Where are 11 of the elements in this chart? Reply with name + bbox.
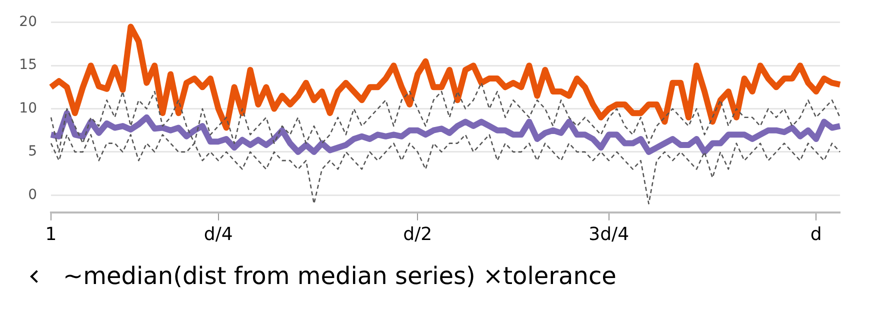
text: ~median(dist from median series) ×tolerance (63, 262, 616, 290)
y-tick-label: 20 (19, 14, 37, 30)
y-tick-label: 15 (19, 57, 37, 74)
y-tick-label: 10 (19, 100, 37, 116)
x-tick-label: 1 (45, 224, 57, 245)
y-tick-label: 0 (28, 186, 37, 203)
y-tick-label: 5 (28, 144, 37, 160)
x-tick-label: d (810, 224, 822, 245)
x-tick-label: d/2 (403, 224, 432, 245)
x-tick-label: d/4 (204, 224, 233, 245)
x-tick-label: 3d/4 (588, 224, 630, 245)
